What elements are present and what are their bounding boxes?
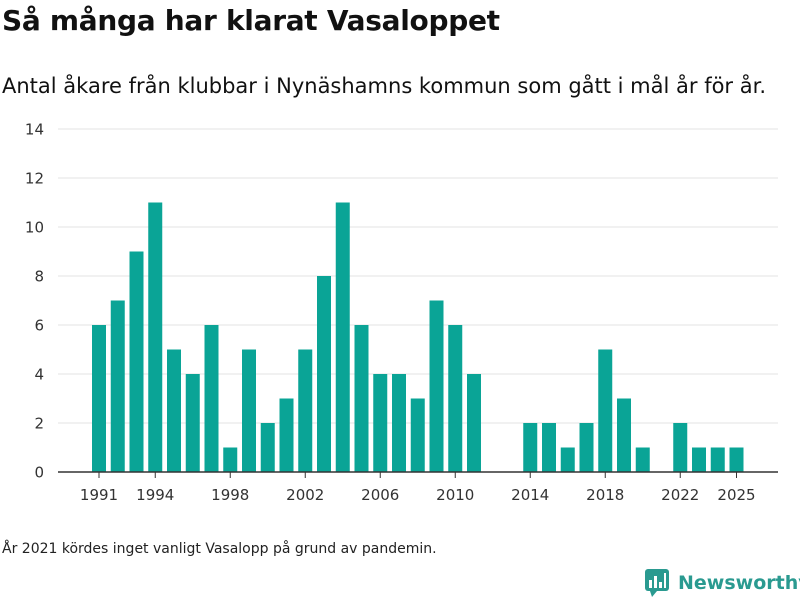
bar [110,300,125,472]
y-tick-label: 6 [34,317,44,335]
bar [317,276,331,472]
footnote: År 2021 kördes inget vanligt Vasalopp på… [2,541,437,557]
y-tick-label: 14 [25,121,44,139]
x-tick-label: 2018 [586,486,624,504]
bar [354,325,369,472]
bar [710,447,725,472]
x-tick-label: 2014 [511,486,549,504]
bar [410,398,425,472]
bar [129,251,144,472]
bar [92,325,106,472]
bar [279,398,294,472]
x-tick-label: 2022 [661,486,699,504]
x-tick-label: 2002 [286,486,324,504]
bar [598,349,613,472]
newsworthy-logo[interactable]: Newsworthy [644,568,800,598]
y-tick-label: 2 [34,415,44,433]
x-tick-label: 2025 [717,486,755,504]
bar [298,349,313,472]
bar [335,202,350,472]
bar [617,398,631,472]
chart-title: Så många har klarat Vasaloppet [2,4,500,37]
y-tick-label: 0 [34,464,44,482]
y-tick-label: 12 [25,170,44,188]
y-tick-label: 10 [25,219,44,237]
bar [223,447,238,472]
bar [148,202,163,472]
y-tick-label: 4 [34,366,44,384]
x-tick-label: 1991 [80,486,118,504]
bar [260,423,275,472]
newsworthy-chart-logo-icon [645,569,669,597]
brand-name: Newsworthy [678,572,800,594]
x-tick-label: 1998 [211,486,249,504]
bar [635,447,650,472]
bar [448,325,463,472]
bar [242,349,256,472]
bar [167,349,181,472]
bar [673,423,688,472]
x-tick-label: 2006 [361,486,399,504]
bar [542,423,556,472]
bar [185,374,200,472]
y-tick-label: 8 [34,268,44,286]
bar [373,374,388,472]
bar [523,423,538,472]
bar [692,447,706,472]
bar [729,447,744,472]
bar [204,325,219,472]
x-tick-label: 2010 [436,486,474,504]
chart-subtitle: Antal åkare från klubbar i Nynäshamns ko… [2,74,766,98]
bar [579,423,594,472]
bar [560,447,575,472]
bar [467,374,481,472]
bar [429,300,444,472]
bar [392,374,406,472]
x-tick-label: 1994 [136,486,174,504]
